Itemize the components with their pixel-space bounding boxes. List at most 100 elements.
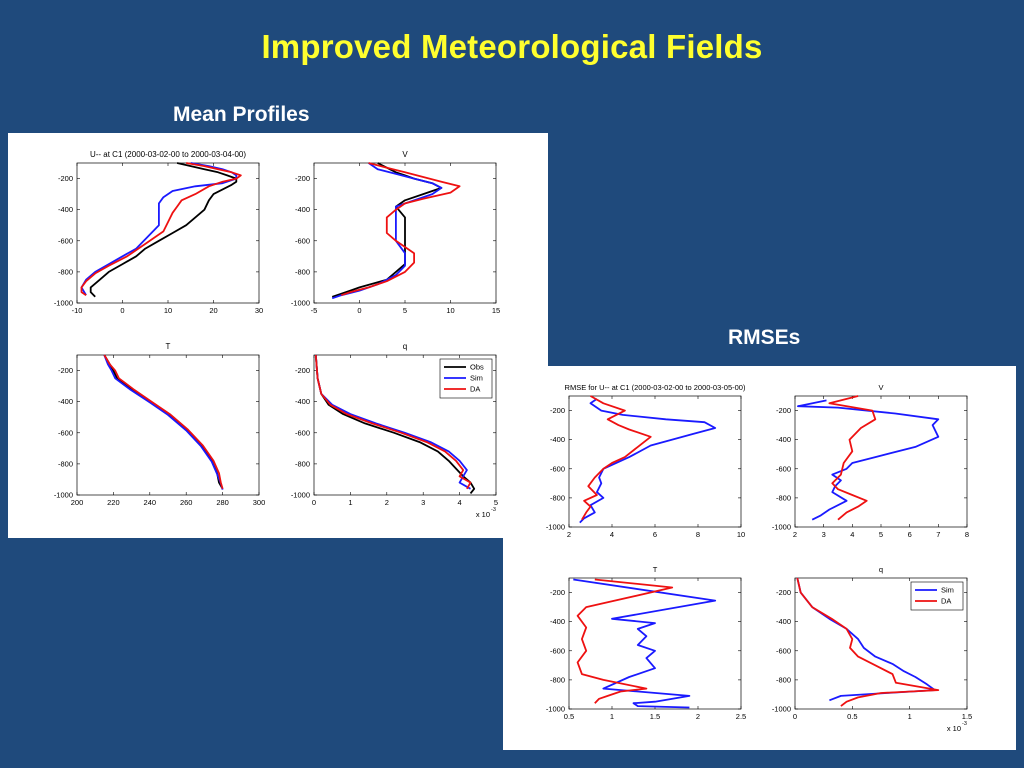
chart-rmse-v: V 2 3 4 5 6 7 8 -200 -400 -600 -800 -1000 [772, 383, 969, 539]
x-tick-label: 220 [107, 498, 120, 507]
y-tick-label: -400 [550, 435, 565, 444]
legend-label: Obs [470, 363, 484, 372]
chart-mean-u: U-- at C1 (2000-03-02-00 to 2000-03-04-0… [54, 150, 263, 315]
x-tick-label: 7 [936, 530, 940, 539]
y-tick-label: -1000 [772, 523, 791, 532]
series-line-da [796, 577, 940, 707]
series-line-sim [796, 399, 940, 521]
legend-box [910, 581, 964, 611]
x-tick-label: 1.5 [962, 712, 972, 721]
x-tick-label: 5 [494, 498, 498, 507]
chart-title: V [878, 383, 883, 392]
y-tick-label: -600 [776, 464, 791, 473]
y-tick-label: -200 [776, 406, 791, 415]
x-tick-label: 10 [164, 306, 172, 315]
y-tick-label: -800 [295, 459, 310, 468]
plot-frame [794, 395, 968, 528]
chart-mean-v: V -5 0 5 10 15 -200 -400 -600 -800 -1000 [291, 150, 500, 315]
y-tick-label: -400 [776, 435, 791, 444]
y-tick-label: -200 [550, 588, 565, 597]
plot-frame [794, 577, 968, 710]
x-tick-label: 5 [879, 530, 883, 539]
x-exponent-label: x 10 [476, 510, 490, 519]
chart-mean-q: q 0 1 2 3 4 5 -200 -400 -600 -800 -1000 x 10 -3 Obs Sim… [291, 342, 498, 519]
legend: Sim DA [910, 581, 964, 611]
series-line-da [828, 395, 877, 521]
chart-title: q [879, 565, 883, 574]
x-tick-label: -10 [72, 306, 83, 315]
y-tick-label: -1000 [546, 705, 565, 714]
series-line-da [581, 395, 652, 521]
x-tick-label: 200 [71, 498, 84, 507]
y-tick-label: -800 [550, 675, 565, 684]
y-tick-label: -1000 [54, 491, 73, 500]
plot-frame [313, 354, 497, 496]
x-tick-label: 1 [610, 712, 614, 721]
series-line-sim [103, 354, 224, 490]
rmses-label: RMSEs [728, 326, 801, 349]
y-tick-label: -600 [58, 428, 73, 437]
legend: Obs Sim DA [439, 358, 493, 399]
x-tick-label: 2 [696, 712, 700, 721]
series-line-obs [89, 162, 238, 298]
x-tick-label: 4 [850, 530, 854, 539]
x-tick-label: 6 [908, 530, 912, 539]
y-tick-label: -800 [295, 267, 310, 276]
series-line-da [341, 162, 461, 297]
y-tick-label: -200 [550, 406, 565, 415]
y-tick-label: -1000 [546, 523, 565, 532]
x-tick-label: 8 [965, 530, 969, 539]
x-tick-label: 0 [120, 306, 124, 315]
chart-title: V [402, 150, 408, 159]
y-tick-label: -600 [550, 646, 565, 655]
x-tick-label: 0 [312, 498, 316, 507]
y-tick-label: -800 [58, 459, 73, 468]
y-tick-label: -400 [776, 617, 791, 626]
mean-profiles-svg: U-- at C1 (2000-03-02-00 to 2000-03-04-0… [54, 150, 500, 519]
y-tick-label: -800 [776, 493, 791, 502]
y-tick-label: -200 [58, 174, 73, 183]
x-tick-label: 2 [385, 498, 389, 507]
legend-label: DA [470, 385, 480, 394]
plot-frame [568, 395, 742, 528]
x-tick-label: 0 [357, 306, 361, 315]
y-tick-label: -200 [58, 366, 73, 375]
chart-title: q [403, 342, 407, 351]
legend-label: Sim [941, 586, 954, 595]
x-tick-label: 280 [216, 498, 229, 507]
y-tick-label: -400 [58, 205, 73, 214]
y-tick-label: -800 [550, 493, 565, 502]
series-line-da [80, 162, 242, 296]
chart-rmse-u: RMSE for U-- at C1 (2000-03-02-00 to 200… [546, 383, 746, 539]
x-tick-label: 0.5 [847, 712, 857, 721]
x-tick-label: 15 [492, 306, 500, 315]
rmse-svg: RMSE for U-- at C1 (2000-03-02-00 to 200… [546, 383, 972, 733]
x-tick-label: 1.5 [650, 712, 660, 721]
chart-title: RMSE for U-- at C1 (2000-03-02-00 to 200… [565, 383, 746, 392]
x-tick-label: 240 [144, 498, 157, 507]
y-tick-label: -1000 [291, 491, 310, 500]
series-line-sim [579, 398, 717, 524]
plot-frame [76, 354, 260, 496]
y-tick-label: -200 [776, 588, 791, 597]
x-tick-label: 0.5 [564, 712, 574, 721]
x-tick-label: 2 [567, 530, 571, 539]
x-tick-label: 2 [793, 530, 797, 539]
chart-mean-t: T 200 220 240 260 280 300 -200 -400 -600 -800 -1000 [54, 342, 265, 507]
x-tick-label: 4 [610, 530, 614, 539]
x-tick-label: 1 [348, 498, 352, 507]
legend-label: DA [941, 597, 951, 606]
x-tick-label: 8 [696, 530, 700, 539]
x-tick-label: 10 [737, 530, 745, 539]
y-tick-label: -600 [776, 646, 791, 655]
x-tick-label: 300 [253, 498, 266, 507]
x-exponent-label: x 10 [947, 724, 961, 733]
series-line-da [314, 354, 472, 490]
y-tick-label: -400 [58, 397, 73, 406]
x-tick-label: -5 [311, 306, 318, 315]
chart-title: T [653, 565, 658, 574]
y-tick-label: -600 [550, 464, 565, 473]
y-tick-label: -1000 [291, 299, 310, 308]
chart-rmse-t: T 0.5 1 1.5 2 2.5 -200 -400 -600 -800 -1000 [546, 565, 746, 721]
chart-title: T [166, 342, 171, 351]
